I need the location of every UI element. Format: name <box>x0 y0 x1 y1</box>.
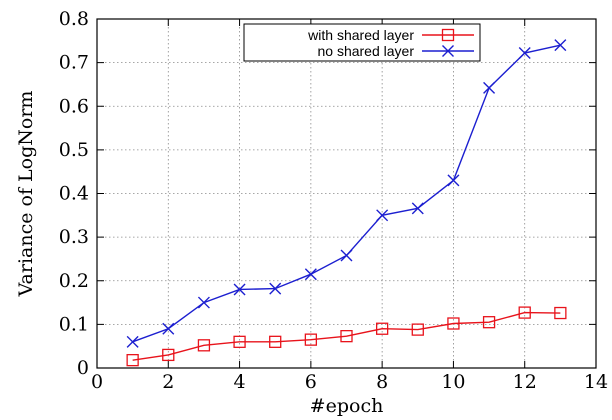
series-0-point <box>482 316 496 329</box>
series-0-point <box>304 333 318 346</box>
y-axis-title: Variance of LogNorm <box>15 91 37 298</box>
series-1-point <box>162 322 175 335</box>
series-0-point <box>162 348 175 362</box>
series-1-point <box>269 282 282 295</box>
grid <box>97 19 596 368</box>
y-tick-label: 0.2 <box>59 270 89 292</box>
x-tick-label: 8 <box>376 371 388 393</box>
series-1-point <box>233 283 246 296</box>
series-1-point <box>554 39 567 52</box>
y-tick-label: 0 <box>77 357 89 379</box>
y-tick-label: 0.8 <box>59 8 89 30</box>
series-0-point <box>447 317 460 330</box>
y-tick-label: 0.1 <box>59 313 89 335</box>
axis-ticks: 0 2 4 6 8 10 12 14 0 0.1 0.2 0.3 0.4 0.5 0.6 0.7 0.8 <box>59 8 608 393</box>
series-1-point <box>518 47 531 60</box>
series-1-point <box>483 81 496 94</box>
legend-box <box>243 23 481 62</box>
series-0-point <box>554 306 567 320</box>
legend-marker-1 <box>442 45 454 57</box>
x-tick-label: 6 <box>305 371 317 393</box>
y-tick-label: 0.7 <box>59 52 89 74</box>
legend-label-no-shared-layer: no shared layer <box>317 43 414 59</box>
series-0-point <box>269 335 282 348</box>
y-tick-label: 0.3 <box>59 226 89 248</box>
series-0-point <box>233 335 246 348</box>
series-0-point <box>197 339 211 352</box>
series-1-point <box>304 268 317 281</box>
series-0-point <box>126 353 139 367</box>
series-1-point <box>376 209 389 222</box>
series-1-point <box>411 202 424 215</box>
series-1-point <box>340 249 353 262</box>
y-tick-label: 0.6 <box>59 95 89 117</box>
series-0-point <box>375 322 389 335</box>
y-tick-label: 0.4 <box>59 183 89 205</box>
x-tick-label: 10 <box>441 371 465 393</box>
legend-label-with-shared-layer: with shared layer <box>307 27 414 43</box>
series-1-point <box>447 174 460 187</box>
x-tick-label: 4 <box>234 371 246 393</box>
plot-series <box>126 39 567 367</box>
series-1-point <box>126 335 139 348</box>
series-0-point <box>518 306 531 319</box>
x-axis-title: #epoch <box>310 395 384 417</box>
x-tick-label: 2 <box>162 371 174 393</box>
series-1-point <box>197 296 210 309</box>
x-tick-label: 0 <box>91 371 103 393</box>
series-0-point <box>340 330 353 343</box>
x-tick-label: 12 <box>513 371 537 393</box>
series-line-0 <box>132 311 561 361</box>
series-0-point <box>411 323 424 336</box>
legend-marker-0 <box>441 28 455 42</box>
legend: with shared layer no shared layer <box>243 23 481 62</box>
x-tick-label: 14 <box>584 371 608 393</box>
y-tick-label: 0.5 <box>59 139 89 161</box>
